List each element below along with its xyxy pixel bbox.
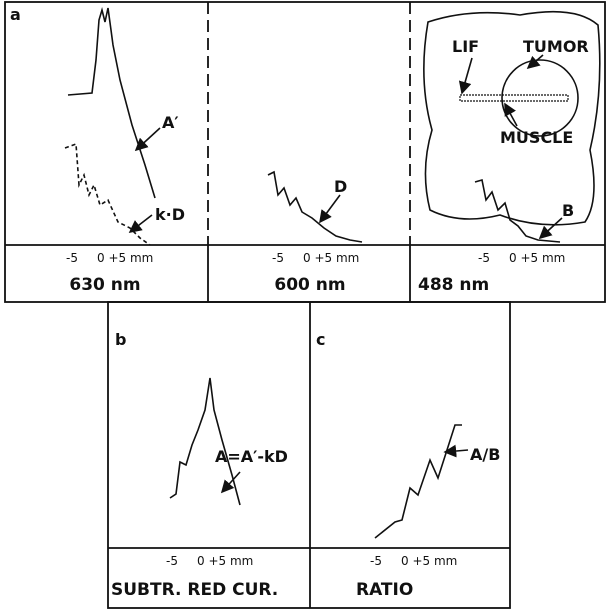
annotation: A′ — [162, 113, 179, 132]
curve — [474, 178, 561, 243]
arrow — [128, 214, 153, 233]
curve — [169, 377, 241, 506]
annotation: D — [334, 177, 347, 196]
caption: SUBTR. RED CUR. — [111, 580, 278, 600]
caption: RATIO — [356, 580, 413, 600]
curve — [67, 6, 156, 199]
arrow — [458, 57, 473, 95]
annotation: A/B — [470, 445, 500, 464]
annotation: k·D — [155, 205, 185, 224]
inset-label: TUMOR — [523, 37, 589, 56]
panel-label: c — [316, 330, 325, 349]
tick-label: 0 +5 mm — [509, 251, 565, 265]
panel-label: b — [115, 330, 126, 349]
curve — [267, 170, 363, 243]
frame — [107, 301, 511, 609]
tick-label: -5 — [272, 251, 284, 265]
tick-label: -5 — [166, 554, 178, 568]
tick-label: -5 — [370, 554, 382, 568]
arrow — [220, 471, 241, 494]
caption: 600 nm — [274, 275, 345, 295]
arrow — [504, 102, 518, 127]
arrow — [443, 444, 469, 458]
arrow — [526, 54, 544, 70]
curve — [374, 424, 462, 539]
arrow — [538, 217, 563, 240]
tick-label: 0 +5 mm — [197, 554, 253, 568]
arrow — [134, 127, 161, 152]
tick-label: -5 — [478, 251, 490, 265]
tick-label: 0 +5 mm — [303, 251, 359, 265]
caption: 488 nm — [418, 275, 489, 295]
tick-label: 0 +5 mm — [401, 554, 457, 568]
annotation: A=A′-kD — [215, 447, 288, 466]
arrow — [319, 194, 341, 224]
tumor-circle — [501, 59, 579, 137]
tick-label: 0 +5 mm — [97, 251, 153, 265]
curve — [64, 142, 151, 246]
panel-label: a — [10, 5, 21, 24]
tick-label: -5 — [66, 251, 78, 265]
lif-bar — [459, 94, 569, 102]
caption: 630 nm — [69, 275, 140, 295]
inset-label: LIF — [452, 37, 479, 56]
annotation: B — [562, 201, 574, 220]
inset-outline — [423, 10, 601, 226]
inset-label: MUSCLE — [500, 128, 573, 147]
